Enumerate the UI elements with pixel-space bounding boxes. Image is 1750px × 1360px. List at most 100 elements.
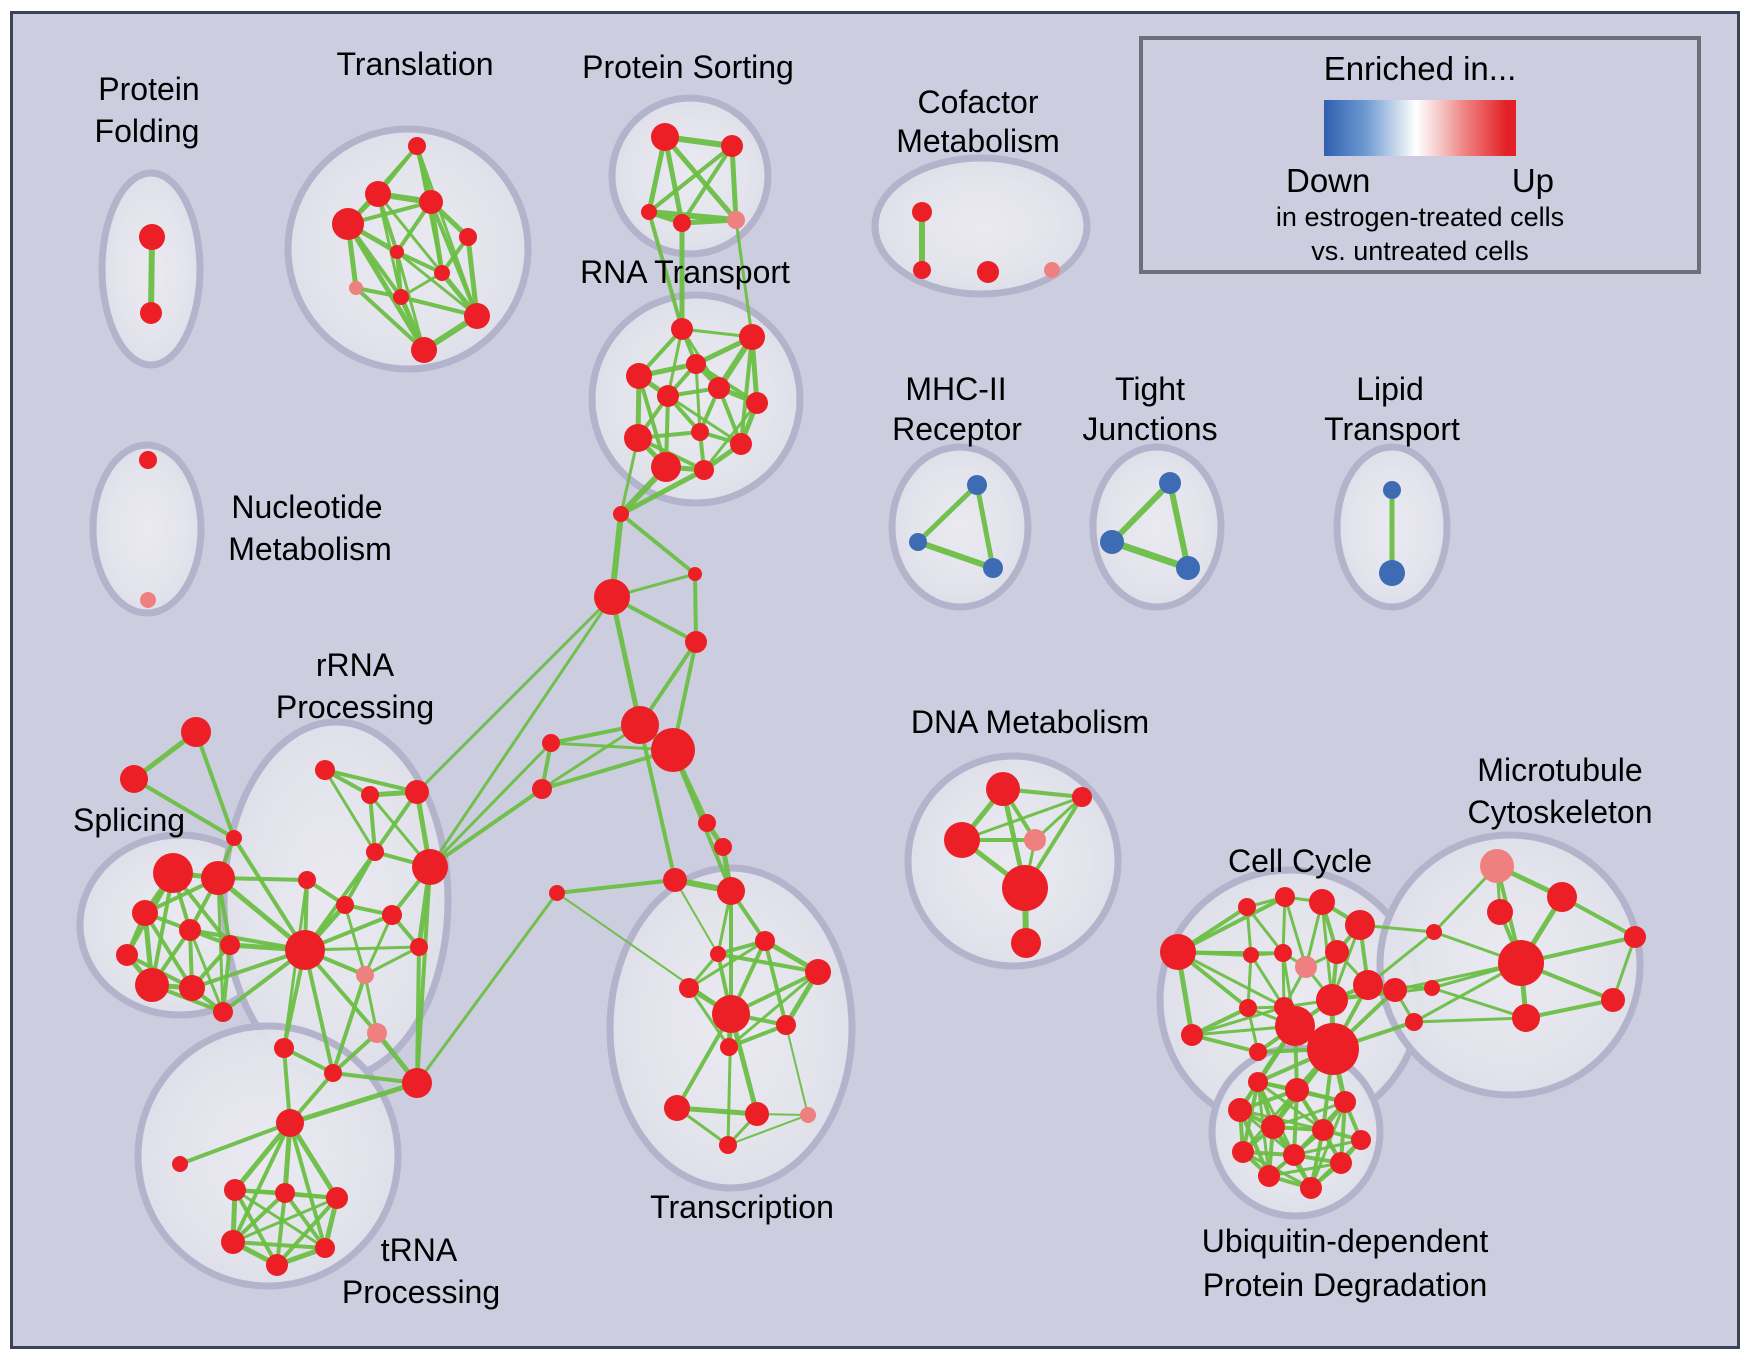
rna_transport-edge (637, 375, 668, 468)
rna_transport-edge (666, 328, 684, 397)
splicing-rrna-link-edge (232, 836, 307, 952)
microtubule-node (1547, 882, 1577, 912)
ubiquitin-edge (1238, 1109, 1271, 1177)
mhc-node (909, 533, 927, 551)
trna-edge (179, 1121, 291, 1166)
dna-node (1024, 829, 1046, 851)
trna-edge (232, 1196, 338, 1244)
nucleotide-cluster-ellipse (89, 441, 205, 617)
mhc-label: Receptor (892, 411, 1022, 447)
splicing-node (153, 853, 193, 893)
ubiquitin-node (1334, 1091, 1356, 1113)
rna_transport-node (694, 460, 714, 480)
trna-edge (288, 1122, 327, 1249)
rrna-node (285, 930, 325, 970)
connectors-transcription-link-edge (556, 878, 676, 895)
connectors-transcription-link-edge (556, 892, 732, 1015)
splicing-edge (188, 929, 225, 1013)
tight_junctions-label: Tight (1115, 371, 1185, 407)
trna-node (221, 1230, 245, 1254)
transcription-node (679, 978, 699, 998)
rrna-edge (303, 949, 335, 1074)
translation-node (390, 245, 404, 259)
ubiquitin-edge (1309, 1101, 1347, 1189)
trna-label: tRNA (381, 1232, 458, 1268)
protein_sorting-edge (729, 145, 739, 221)
cell_cycle-label: Cell Cycle (1228, 843, 1372, 879)
splicing-node (226, 830, 242, 846)
connectors-rrna-link-edge (428, 741, 553, 869)
rna_transport-node (657, 385, 679, 407)
transcription-node (664, 1095, 690, 1121)
microtubule-node (1624, 926, 1646, 948)
rna_transport-edge (667, 394, 742, 446)
rrna-edge (373, 790, 419, 854)
translation-node (332, 208, 364, 240)
trna-edge (233, 1121, 292, 1192)
transcription-edge (674, 879, 719, 955)
label-layer: Protein Folding Translation Protein Sorting… (73, 46, 1653, 1310)
rrna-edge (331, 974, 367, 1074)
rna_transport-node (686, 354, 706, 374)
rna_transport-node (626, 363, 652, 389)
rna_transport-node (746, 392, 768, 414)
microtubule-label: Microtubule (1477, 752, 1642, 788)
connectors-edge (541, 748, 674, 791)
mhc-edge (917, 539, 994, 571)
translation-edge (376, 193, 444, 274)
protein_sorting-edge (681, 217, 737, 226)
trna-edge (275, 1196, 339, 1267)
translation-edge (354, 286, 426, 352)
microtubule-node (1424, 980, 1440, 996)
splicing-edge (194, 731, 236, 839)
translation-node (464, 303, 490, 329)
trna-edge (275, 1192, 287, 1266)
translation-edge (396, 250, 443, 275)
rrna-node (336, 896, 354, 914)
protein_folding-label: Folding (95, 113, 200, 149)
cell_cycle-node (1353, 970, 1383, 1000)
microtubule-node (1601, 988, 1625, 1012)
translation-label: Translation (336, 46, 493, 82)
rrna-edge (324, 768, 418, 794)
connectors-node (594, 579, 630, 615)
translation-node (408, 137, 426, 155)
trna-node (275, 1183, 295, 1203)
connectors-node (542, 734, 560, 752)
trna-node (224, 1179, 246, 1201)
microtubule-label: Cytoskeleton (1468, 794, 1653, 830)
rna_transport-edge (694, 363, 702, 433)
trna-edge (283, 1191, 327, 1250)
protein_sorting-rna_transport-link-edge (647, 211, 684, 330)
ubiquitin-edge (1268, 1161, 1342, 1178)
transcription-node (717, 877, 745, 905)
microtubule-node (1426, 924, 1442, 940)
cofactor-node (912, 202, 932, 222)
transcription-edge (688, 939, 766, 990)
microtubule-node (1512, 1004, 1540, 1032)
legend-box: Enriched in... Down Up in estrogen-treat… (1139, 36, 1701, 274)
nucleotide-label: Metabolism (228, 531, 392, 567)
cell_cycle-node (1295, 956, 1317, 978)
rna_transport-node (691, 423, 709, 441)
trna-node (276, 1109, 304, 1137)
protein_sorting-edge (663, 135, 738, 222)
microtubule-node (1498, 940, 1544, 986)
protein_folding-node (140, 302, 162, 324)
rrna-edge (343, 904, 367, 976)
rrna-node (298, 871, 316, 889)
rrna-edge (363, 914, 394, 976)
cell_cycle-node (1275, 1006, 1315, 1046)
connectors-node (532, 779, 552, 799)
dna-node (944, 822, 980, 858)
connectors-edge (693, 573, 698, 643)
protein_folding-node (139, 224, 165, 250)
protein_sorting-label: Protein Sorting (582, 49, 794, 85)
lipid-label: Transport (1324, 411, 1460, 447)
transcription-node (720, 1038, 738, 1056)
ubiquitin-node (1248, 1072, 1268, 1092)
cell_cycle-node (1160, 934, 1196, 970)
protein_sorting-node (673, 214, 691, 232)
mhc-edge (974, 484, 996, 569)
